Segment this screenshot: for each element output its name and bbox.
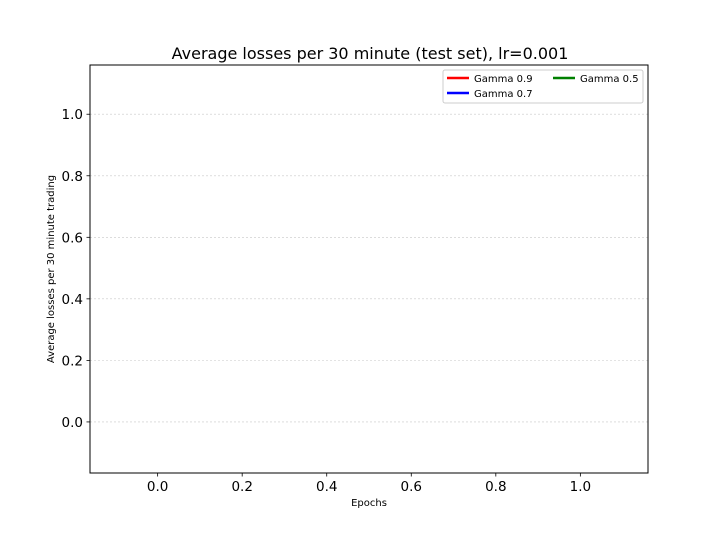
x-axis: 0.0 0.2 0.4 0.6 0.8 1.0 (147, 473, 591, 495)
x-tick-label: 0.2 (231, 479, 252, 495)
y-tick-label: 0.4 (62, 292, 83, 308)
y-tick-label: 1.0 (62, 107, 83, 123)
y-axis: 0.0 0.2 0.4 0.6 0.8 1.0 (62, 107, 90, 431)
grid (90, 113, 648, 423)
y-axis-label: Average losses per 30 minute trading (46, 175, 57, 363)
chart-title: Average losses per 30 minute (test set),… (172, 44, 569, 63)
plot-frame (89, 64, 649, 474)
y-tick-label: 0.0 (62, 415, 83, 431)
y-tick-label: 0.6 (62, 230, 83, 246)
legend-label: Gamma 0.9 (474, 74, 533, 85)
x-axis-label: Epochs (351, 498, 387, 509)
x-tick-label: 0.6 (401, 479, 422, 495)
x-tick-label: 1.0 (570, 479, 591, 495)
legend-label: Gamma 0.5 (580, 74, 639, 85)
legend-label: Gamma 0.7 (474, 89, 533, 100)
x-tick-label: 0.4 (316, 479, 337, 495)
legend-frame (442, 69, 644, 104)
legend: Gamma 0.9 Gamma 0.7 Gamma 0.5 (442, 69, 644, 104)
y-tick-label: 0.8 (62, 169, 83, 185)
y-tick-label: 0.2 (62, 353, 83, 369)
x-tick-label: 0.0 (147, 479, 168, 495)
x-tick-label: 0.8 (485, 479, 506, 495)
